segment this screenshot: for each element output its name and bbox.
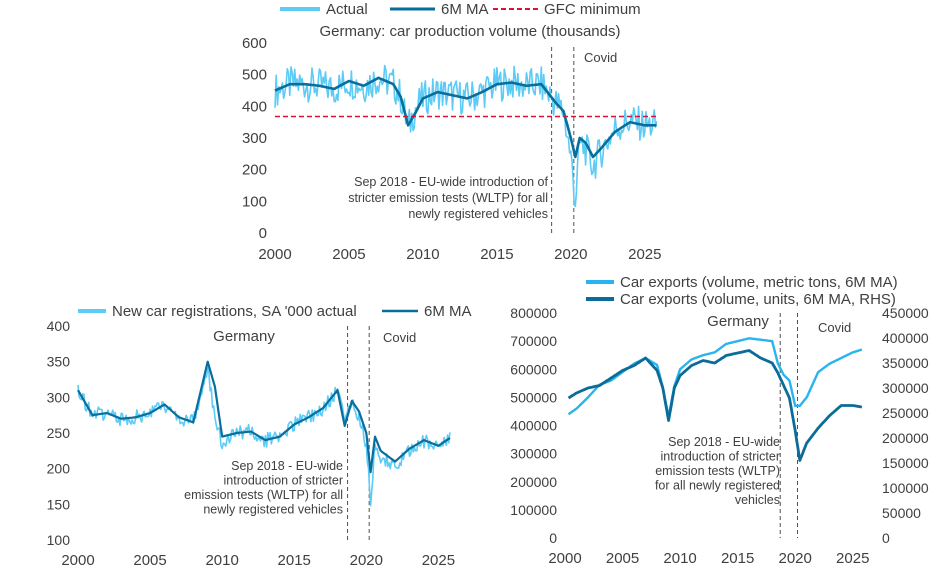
x-tick-label: 2000 <box>258 246 291 263</box>
series-line-2 <box>567 349 863 462</box>
y2-tick-label: 250000 <box>882 405 929 421</box>
y-tick-label: 400 <box>47 318 71 334</box>
y2-tick-label: 50000 <box>882 505 921 521</box>
wltp-annotation-line: introduction of stricter <box>224 474 344 488</box>
y-tick-label: 250 <box>47 425 71 441</box>
y-tick-label: 400000 <box>510 418 557 434</box>
legend-label: Car exports (volume, units, 6M MA, RHS) <box>620 291 896 308</box>
wltp-annotation-line: for all newly registered <box>655 479 780 493</box>
wltp-annotation-line: Sep 2018 - EU-wide introduction of <box>354 175 548 189</box>
y-tick-label: 300 <box>47 389 71 405</box>
y-tick-label: 200000 <box>510 474 557 490</box>
x-tick-label: 2015 <box>480 246 513 263</box>
y-tick-label: 200 <box>47 461 71 477</box>
y2-tick-label: 100000 <box>882 480 929 496</box>
wltp-annotation-line: introduction of stricter <box>661 450 781 464</box>
region-label: Germany <box>213 328 275 345</box>
y-tick-label: 600000 <box>510 361 557 377</box>
y-tick-label: 200 <box>242 162 267 179</box>
y2-tick-label: 450000 <box>882 305 929 321</box>
wltp-annotation-line: emission tests (WLTP) for all <box>184 488 343 502</box>
x-tick-label: 2025 <box>628 246 661 263</box>
y-tick-label: 300 <box>242 130 267 147</box>
x-tick-label: 2010 <box>663 550 696 567</box>
y-tick-label: 800000 <box>510 305 557 321</box>
y-tick-label: 0 <box>549 530 557 546</box>
series-line-2 <box>274 76 657 159</box>
covid-label: Covid <box>584 50 617 65</box>
x-tick-label: 2015 <box>721 550 754 567</box>
y-tick-label: 300000 <box>510 446 557 462</box>
y2-tick-label: 150000 <box>882 455 929 471</box>
y-tick-label: 500000 <box>510 389 557 405</box>
x-tick-label: 2025 <box>422 552 455 569</box>
y2-tick-label: 200000 <box>882 430 929 446</box>
wltp-annotation-line: stricter emission tests (WLTP) for all <box>348 191 548 205</box>
series-line-1 <box>274 64 658 208</box>
x-tick-label: 2015 <box>278 552 311 569</box>
chart-1: 0 100 200 300 400 500 600 2000 2005 2010 2015 2020 2… <box>242 1 662 263</box>
chart-title: Germany: car production volume (thousand… <box>320 23 621 40</box>
series-line-1 <box>77 367 451 507</box>
y2-tick-label: 300000 <box>882 380 929 396</box>
x-tick-label: 2005 <box>332 246 365 263</box>
legend-label: GFC minimum <box>544 1 641 18</box>
wltp-annotation-line: newly registered vehicles <box>203 503 343 517</box>
x-tick-label: 2010 <box>205 552 238 569</box>
y-tick-label: 150 <box>47 496 71 512</box>
chart-3: 0100000200000300000400000500000600000700… <box>510 274 929 567</box>
y-tick-label: 400 <box>242 98 267 115</box>
legend-label: Car exports (volume, metric tons, 6M MA) <box>620 274 898 291</box>
y-tick-label: 600 <box>242 35 267 52</box>
x-tick-label: 2000 <box>61 552 94 569</box>
chart-2: 100 150 200 250 300 350 400 2000 2005 2010 2015 202… <box>47 303 472 569</box>
x-tick-label: 2020 <box>779 550 812 567</box>
y-tick-label: 500 <box>242 67 267 84</box>
wltp-annotation-line: Sep 2018 - EU-wide <box>668 435 780 449</box>
y2-tick-label: 350000 <box>882 355 929 371</box>
legend-label: 6M MA <box>441 1 489 18</box>
x-tick-label: 2010 <box>406 246 439 263</box>
x-tick-label: 2005 <box>133 552 166 569</box>
x-tick-label: 2020 <box>350 552 383 569</box>
y-tick-label: 0 <box>259 225 267 242</box>
y-tick-label: 350 <box>47 354 71 370</box>
wltp-annotation-line: emission tests (WLTP) <box>655 464 780 478</box>
region-label: Germany <box>707 313 769 330</box>
x-tick-label: 2000 <box>548 550 581 567</box>
y-tick-label: 100 <box>242 193 267 210</box>
series-line-2 <box>77 360 451 474</box>
series-line-1 <box>567 337 863 419</box>
x-tick-label: 2025 <box>836 550 869 567</box>
y-tick-label: 700000 <box>510 333 557 349</box>
y-tick-label: 100000 <box>510 502 557 518</box>
y2-tick-label: 400000 <box>882 330 929 346</box>
y2-tick-label: 0 <box>882 530 890 546</box>
covid-label: Covid <box>818 320 851 335</box>
wltp-annotation-line: Sep 2018 - EU-wide <box>231 459 343 473</box>
wltp-annotation-line: newly registered vehicles <box>408 207 548 221</box>
x-tick-label: 2005 <box>606 550 639 567</box>
legend-label: 6M MA <box>424 303 472 320</box>
legend-label: Actual <box>326 1 368 18</box>
legend-label: New car registrations, SA '000 actual <box>112 303 357 320</box>
x-tick-label: 2020 <box>554 246 587 263</box>
y-tick-label: 100 <box>47 532 71 548</box>
covid-label: Covid <box>383 330 416 345</box>
wltp-annotation-line: vehicles <box>735 493 780 507</box>
